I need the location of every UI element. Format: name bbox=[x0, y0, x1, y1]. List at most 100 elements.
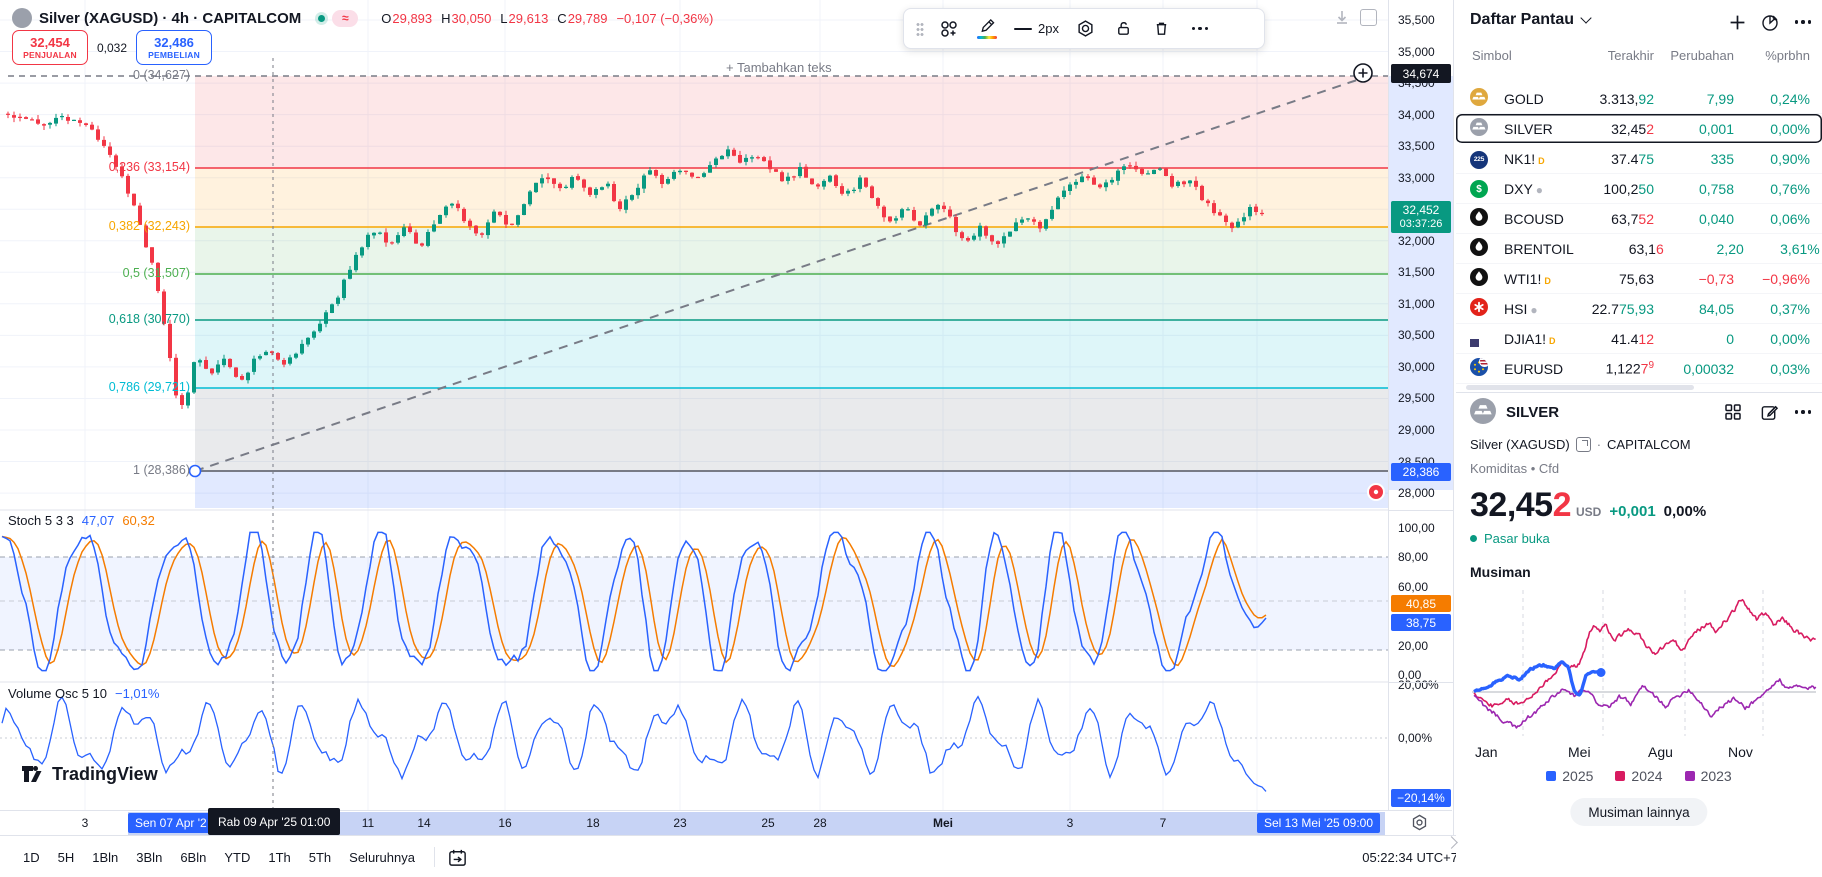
delete-trash-icon[interactable] bbox=[1145, 14, 1179, 44]
detail-more-icon[interactable] bbox=[1790, 400, 1816, 424]
time-axis-settings-icon[interactable] bbox=[1410, 813, 1429, 832]
watchlist-row-DJIA1![interactable]: DJIA1! D 41.412 0 0,00% bbox=[1456, 324, 1822, 354]
watchlist-row-NK1![interactable]: 225 NK1! D 37.475 335 0,90% bbox=[1456, 144, 1822, 174]
range-button-Seluruhnya[interactable]: Seluruhnya bbox=[349, 849, 415, 865]
toolbar-divider bbox=[433, 847, 435, 867]
price-chart-canvas[interactable] bbox=[0, 0, 1452, 810]
column-header-Terakhir[interactable]: Terakhir bbox=[1607, 48, 1654, 63]
buy-label: PEMBELIAN bbox=[148, 49, 200, 60]
stoch-k-value: 47,07 bbox=[81, 513, 115, 528]
toolbar-drag-handle-icon[interactable] bbox=[916, 21, 924, 36]
unlock-icon[interactable] bbox=[1107, 14, 1141, 44]
symbol-title[interactable]: Silver (XAGUSD) · 4h · CAPITALCOM bbox=[39, 9, 302, 27]
change-value: 0,00032 bbox=[1683, 360, 1734, 377]
price-tick: 31,000 bbox=[1398, 296, 1435, 311]
fib-level-label: 0,382 (32,243) bbox=[108, 219, 190, 233]
detail-title[interactable]: Silver (XAGUSD) bbox=[1470, 437, 1570, 452]
template-grid-icon[interactable] bbox=[932, 14, 966, 44]
watchlist-row-BRENTOIL[interactable]: BRENTOIL 63,16 2,20 3,61% bbox=[1456, 234, 1822, 264]
change-percent: 0,90% bbox=[1770, 150, 1810, 167]
stoch-legend[interactable]: Stoch 5 3 3 47,07 60,32 bbox=[8, 513, 155, 528]
external-link-icon[interactable] bbox=[1575, 437, 1591, 452]
range-button-6Bln[interactable]: 6Bln bbox=[180, 849, 207, 865]
watermark-text: TradingView bbox=[52, 763, 158, 784]
seasonal-month-Jan: Jan bbox=[1475, 744, 1498, 760]
seasonal-month-Nov: Nov bbox=[1728, 744, 1753, 760]
legend-swatch-icon bbox=[1546, 771, 1557, 781]
range-button-1D[interactable]: 1D bbox=[23, 849, 40, 865]
watchlist-row-DXY[interactable]: $ DXY ● 100,250 0,758 0,76% bbox=[1456, 174, 1822, 204]
legend-item-2023[interactable]: 2023 bbox=[1684, 768, 1732, 784]
order-panel: 32,454 PENJUALAN 0,032 32,486 PEMBELIAN bbox=[12, 30, 213, 65]
watchlist-more-icon[interactable] bbox=[1790, 10, 1816, 34]
symbol-name: DXY ● bbox=[1504, 180, 1544, 197]
price-tick: 31,500 bbox=[1398, 265, 1435, 280]
tradingview-watermark[interactable]: TradingView bbox=[20, 762, 158, 786]
column-header-Simbol[interactable]: Simbol bbox=[1472, 48, 1512, 63]
sell-price: 32,454 bbox=[30, 34, 70, 50]
detail-edit-icon[interactable] bbox=[1756, 400, 1782, 424]
watchlist-row-SILVER[interactable]: SILVER 32,452 0,001 0,00% bbox=[1456, 114, 1822, 144]
settings-gear-icon[interactable] bbox=[1069, 14, 1103, 44]
price-axis[interactable]: 35,500 35,000 34,500 34,000 33,500 33,000 32,0… bbox=[1388, 0, 1453, 810]
watchlist-row-EURUSD[interactable]: EURUSD 1,12279 0,00032 0,03% bbox=[1456, 354, 1822, 384]
last-price: 22.775,93 bbox=[1591, 300, 1654, 317]
symbol-name: BRENTOIL bbox=[1504, 240, 1574, 257]
scroll-to-recent-icon[interactable] bbox=[1334, 9, 1350, 26]
detail-grid-icon[interactable] bbox=[1720, 400, 1746, 424]
symbol-logo-icon bbox=[12, 8, 32, 28]
sell-button[interactable]: 32,454 PENJUALAN bbox=[12, 30, 88, 65]
symbol-name: DJIA1! D bbox=[1504, 330, 1556, 347]
panel-divider[interactable] bbox=[1453, 0, 1454, 877]
range-button-5H[interactable]: 5H bbox=[57, 849, 75, 865]
legend-item-2025[interactable]: 2025 bbox=[1546, 768, 1593, 784]
range-button-1Th[interactable]: 1Th bbox=[268, 849, 291, 865]
legend-swatch-icon bbox=[1684, 771, 1695, 781]
detail-price-main: 32,45 bbox=[1470, 486, 1553, 524]
approx-data-toggle[interactable]: ≈ bbox=[332, 9, 359, 27]
time-tick: 11 bbox=[361, 816, 375, 830]
change-percent: 0,76% bbox=[1770, 180, 1810, 197]
seasonal-more-button[interactable]: Musiman lainnya bbox=[1570, 798, 1708, 826]
buy-button[interactable]: 32,486 PEMBELIAN bbox=[136, 30, 213, 65]
market-open-dot-icon bbox=[1470, 535, 1477, 542]
seasonal-chart[interactable] bbox=[1470, 584, 1818, 742]
change-percent: 0,03% bbox=[1770, 360, 1810, 377]
watchlist-title[interactable]: Daftar Pantau bbox=[1470, 11, 1592, 29]
ohlc-C: C29,789 bbox=[557, 10, 608, 26]
add-text-hint[interactable]: + Tambahkan teks bbox=[726, 60, 832, 75]
column-header-Perubahan[interactable]: Perubahan bbox=[1670, 48, 1734, 63]
line-width-control[interactable]: 2px bbox=[1008, 21, 1065, 36]
fib-level-label: 0,618 (30,770) bbox=[108, 312, 190, 326]
volosc-legend[interactable]: Volume Osc 5 10 −1,01% bbox=[8, 686, 159, 701]
change-percent: 3,61% bbox=[1780, 240, 1820, 257]
time-axis[interactable]: 3 11 14 16 18 23 25 28 Mei 3 7 Sen 07 Apr '2 Rab 0… bbox=[0, 808, 1452, 836]
change-percent: 0,00% bbox=[1770, 120, 1810, 137]
range-button-3Bln[interactable]: 3Bln bbox=[136, 849, 163, 865]
watchlist-row-HSI[interactable]: HSI ● 22.775,93 84,05 0,37% bbox=[1456, 294, 1822, 324]
range-button-YTD[interactable]: YTD bbox=[224, 849, 251, 865]
maximize-pane-icon[interactable] bbox=[1360, 9, 1377, 26]
clock[interactable]: 05:22:34 UTC+7 bbox=[1362, 849, 1458, 865]
add-symbol-button[interactable] bbox=[1724, 10, 1750, 34]
watchlist-row-GOLD[interactable]: GOLD 3.313,92 7,99 0,24% bbox=[1456, 84, 1822, 114]
range-button-5Th[interactable]: 5Th bbox=[308, 849, 332, 865]
change-value: 7,99 bbox=[1706, 90, 1734, 107]
heatmap-icon[interactable] bbox=[1758, 10, 1784, 34]
chevron-down-icon bbox=[1580, 12, 1592, 24]
seasonal-month-Mei: Mei bbox=[1568, 744, 1591, 760]
watchlist-row-WTI1![interactable]: WTI1! D 75,63 −0,73 −0,96% bbox=[1456, 264, 1822, 294]
watchlist-scrollbar[interactable] bbox=[1466, 385, 1694, 390]
symbol-icon bbox=[1470, 358, 1498, 379]
column-header-%prbhn[interactable]: %prbhn bbox=[1765, 48, 1810, 63]
legend-item-2024[interactable]: 2024 bbox=[1615, 768, 1663, 784]
symbol-name: SILVER bbox=[1504, 120, 1553, 137]
color-pencil-icon[interactable] bbox=[970, 14, 1004, 44]
range-button-1Bln[interactable]: 1Bln bbox=[92, 849, 119, 865]
more-options-icon[interactable] bbox=[1183, 14, 1217, 44]
change-value: 0,040 bbox=[1698, 210, 1734, 227]
hsi-icon bbox=[1470, 298, 1488, 316]
go-to-date-icon[interactable] bbox=[447, 847, 468, 868]
change-percent: 0,37% bbox=[1770, 300, 1810, 317]
watchlist-row-BCOUSD[interactable]: BCOUSD 63,752 0,040 0,06% bbox=[1456, 204, 1822, 234]
